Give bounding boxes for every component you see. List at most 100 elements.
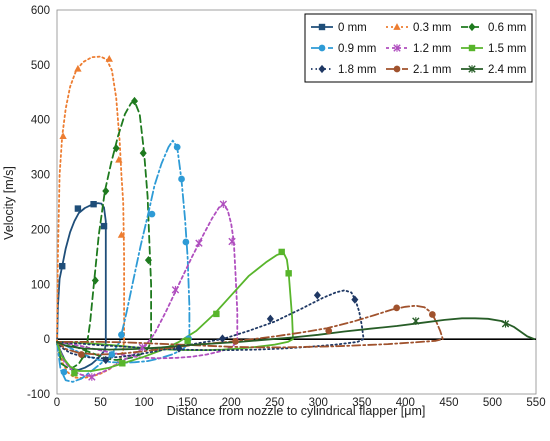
data-point — [351, 295, 359, 304]
legend-label: 2.1 mm — [413, 64, 451, 76]
data-point — [117, 231, 126, 238]
data-point — [102, 355, 110, 365]
y-tick-label: 600 — [31, 5, 50, 17]
legend: 0 mm 0.3 mm 0.6 mm 0.9 mm 1.2 mm 1.5 mm 1.8 mm… — [304, 13, 533, 83]
data-point — [393, 304, 401, 312]
series-line — [56, 100, 152, 371]
x-tick-label: 50 — [94, 397, 107, 409]
data-point — [78, 351, 85, 358]
legend-entry: 1.2 mm — [386, 43, 451, 55]
data-point — [74, 64, 82, 72]
data-point — [232, 337, 239, 345]
legend-entry: 0 mm — [311, 22, 367, 34]
data-point — [325, 327, 333, 335]
x-tick-label: 400 — [396, 397, 415, 409]
y-tick-label: -100 — [27, 389, 50, 401]
data-point — [108, 351, 116, 358]
data-point — [139, 149, 147, 158]
data-point — [412, 317, 420, 325]
x-tick-label: 250 — [265, 397, 284, 409]
y-tick-label: 100 — [31, 279, 50, 291]
x-tick-label: 200 — [222, 397, 241, 409]
legend-label: 0.6 mm — [488, 22, 526, 34]
legend-label: 1.8 mm — [338, 64, 376, 76]
legend-box — [304, 13, 533, 83]
data-point — [228, 237, 236, 246]
y-tick-label: 0 — [44, 334, 50, 346]
legend-label: 1.5 mm — [488, 43, 526, 55]
x-tick-label: 300 — [309, 397, 328, 409]
legend-label: 0.3 mm — [413, 22, 451, 34]
data-point — [119, 360, 126, 367]
data-point — [184, 337, 191, 344]
data-point — [285, 270, 292, 277]
y-axis-title: Velocity [m/s] — [2, 166, 16, 240]
data-point — [74, 205, 82, 212]
data-point — [88, 373, 96, 381]
data-point — [213, 310, 220, 318]
legend-marker — [468, 22, 476, 32]
data-point — [105, 54, 113, 62]
data-point — [59, 262, 66, 270]
data-point — [100, 222, 108, 230]
legend-marker — [318, 23, 326, 31]
legend-marker — [468, 65, 476, 73]
legend-entry: 0.6 mm — [461, 22, 526, 34]
legend-label: 0 mm — [338, 22, 367, 34]
legend-entry: 1.8 mm — [311, 64, 376, 76]
data-point — [218, 334, 226, 343]
plot-area-frame — [56, 9, 537, 395]
legend-entry: 0.3 mm — [386, 22, 451, 34]
data-point — [429, 311, 436, 318]
data-point — [175, 344, 183, 353]
data-point — [278, 248, 285, 256]
data-point — [219, 200, 228, 209]
data-point — [148, 210, 156, 218]
legend-marker — [393, 23, 401, 30]
legend-label: 2.4 mm — [488, 64, 526, 76]
legend-marker — [393, 65, 401, 73]
data-point — [173, 143, 181, 151]
x-axis-title: Distance from nozzle to cylindrical flap… — [167, 404, 426, 418]
x-tick-label: 550 — [526, 397, 545, 409]
x-tick-label: 450 — [439, 397, 458, 409]
x-tick-label: 0 — [54, 397, 60, 409]
legend-marker — [318, 44, 326, 52]
series-line — [56, 317, 536, 351]
y-tick-label: 300 — [31, 170, 50, 182]
x-tick-label: 500 — [483, 397, 502, 409]
legend-label: 0.9 mm — [338, 43, 376, 55]
data-point — [501, 319, 510, 328]
data-point — [59, 132, 67, 140]
legend-entry: 0.9 mm — [311, 43, 376, 55]
data-point — [130, 96, 139, 106]
legend-marker — [393, 44, 401, 52]
y-tick-label: 200 — [31, 224, 50, 236]
data-point — [144, 255, 152, 265]
legend-marker — [318, 64, 326, 74]
data-point — [90, 200, 97, 208]
legend-label: 1.2 mm — [413, 43, 451, 55]
legend-entry: 1.5 mm — [461, 43, 526, 55]
x-tick-label: 150 — [178, 397, 197, 409]
data-point — [178, 175, 185, 183]
data-point — [138, 343, 147, 352]
legend-entry: 2.4 mm — [461, 64, 526, 76]
data-point — [182, 238, 190, 246]
data-point — [118, 331, 125, 339]
legend-entry: 2.1 mm — [386, 64, 451, 76]
data-point — [171, 285, 180, 294]
series-line — [56, 289, 365, 360]
data-point — [313, 291, 321, 300]
x-tick-label: 350 — [352, 397, 371, 409]
y-tick-label: 400 — [31, 115, 50, 127]
data-point — [71, 369, 78, 377]
data-point — [102, 186, 110, 196]
data-point — [60, 368, 68, 376]
data-point — [266, 314, 274, 324]
data-point — [115, 155, 123, 163]
x-tick-label: 100 — [134, 397, 153, 409]
data-point — [112, 144, 120, 153]
